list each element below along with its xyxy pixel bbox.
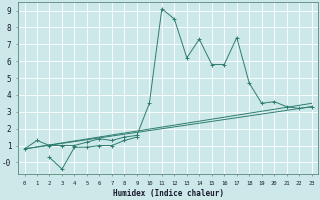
X-axis label: Humidex (Indice chaleur): Humidex (Indice chaleur) bbox=[113, 189, 224, 198]
